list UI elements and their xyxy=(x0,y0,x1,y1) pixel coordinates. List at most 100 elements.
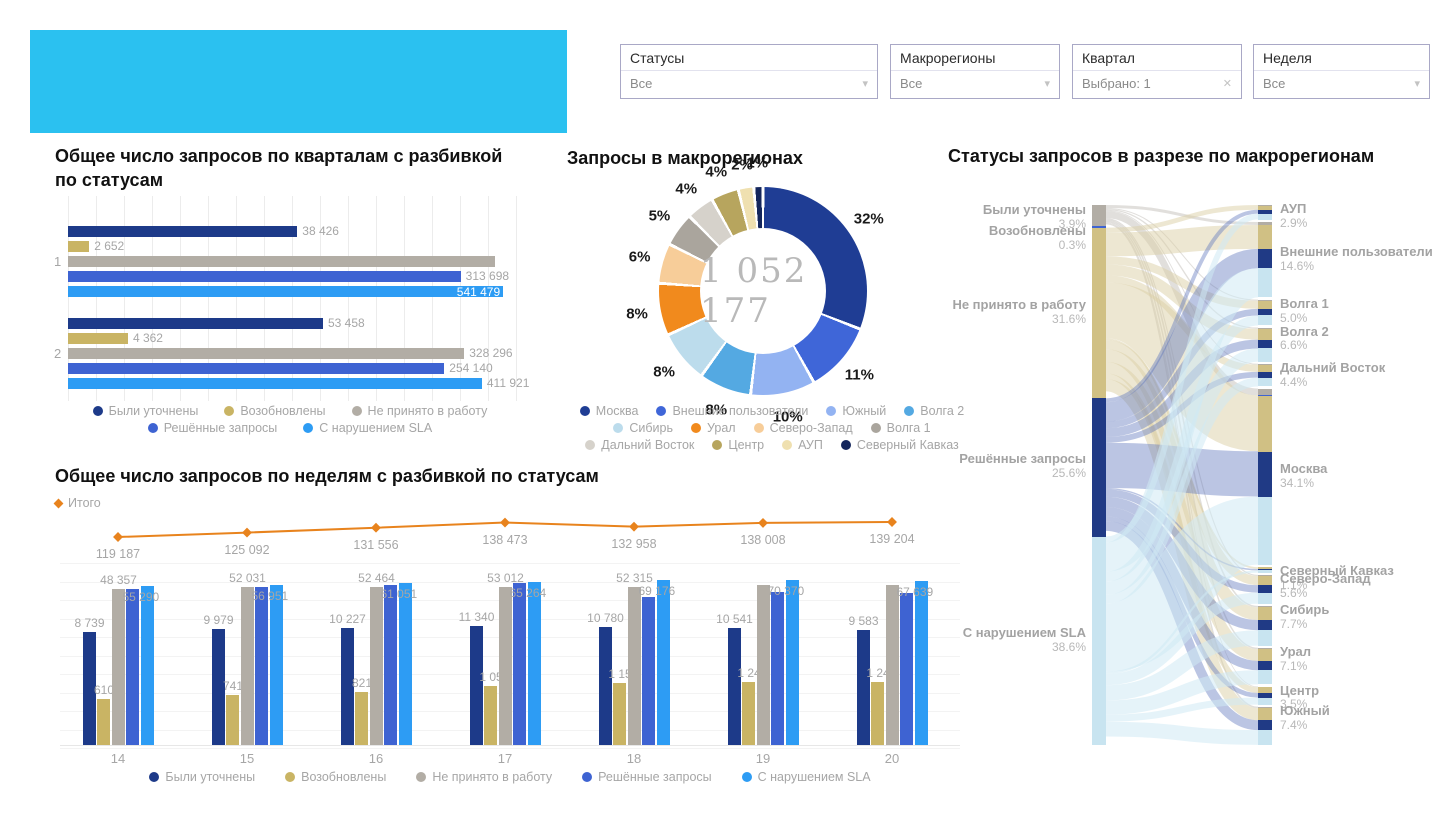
bar[interactable] xyxy=(111,589,125,745)
line-point[interactable] xyxy=(500,517,510,528)
sankey-link[interactable] xyxy=(1105,208,1259,329)
sankey-link[interactable] xyxy=(1105,248,1259,422)
line-point[interactable] xyxy=(887,517,897,527)
sankey-link[interactable] xyxy=(1105,721,1259,745)
sankey-link[interactable] xyxy=(1105,224,1259,257)
sankey-right-node[interactable] xyxy=(1258,327,1272,362)
line-point[interactable] xyxy=(371,522,381,533)
sankey-left-node[interactable] xyxy=(1092,536,1106,745)
legend-item[interactable]: Были уточнены xyxy=(92,404,198,418)
sankey-left-node[interactable] xyxy=(1092,398,1106,537)
bar[interactable] xyxy=(642,597,655,745)
sankey-link[interactable] xyxy=(1105,697,1259,722)
legend-item[interactable]: Сибирь xyxy=(613,421,673,435)
bar[interactable] xyxy=(914,580,928,745)
bar[interactable] xyxy=(856,630,870,745)
bar[interactable] xyxy=(68,256,495,267)
bar[interactable] xyxy=(240,587,254,745)
sankey-link[interactable] xyxy=(1105,630,1259,701)
sankey-right-node[interactable] xyxy=(1258,363,1272,387)
sankey-right-node[interactable] xyxy=(1258,686,1272,705)
bar[interactable] xyxy=(384,585,397,745)
legend-item[interactable]: Волга 2 xyxy=(904,404,964,418)
sankey-right-node[interactable] xyxy=(1258,222,1272,298)
line-point[interactable] xyxy=(758,517,768,528)
legend-item[interactable]: Дальний Восток xyxy=(585,438,694,452)
bar[interactable] xyxy=(369,587,383,745)
chevron-down-icon[interactable]: ▾ xyxy=(862,78,868,90)
bar[interactable] xyxy=(340,628,354,745)
bar[interactable] xyxy=(627,587,641,745)
sankey-right-node[interactable] xyxy=(1258,706,1272,745)
sankey-link[interactable] xyxy=(1105,377,1259,604)
legend-item[interactable]: Урал xyxy=(691,421,736,435)
legend-item[interactable]: Москва xyxy=(579,404,638,418)
sankey-link[interactable] xyxy=(1105,570,1259,674)
bar[interactable] xyxy=(355,691,368,745)
legend-item[interactable]: Возобновлены xyxy=(285,770,386,784)
filter-macroregions[interactable]: Макрорегионы Все ▾ xyxy=(890,44,1060,99)
bar[interactable] xyxy=(469,625,483,745)
sankey-link[interactable] xyxy=(1105,315,1259,582)
line-point[interactable] xyxy=(629,521,639,532)
sankey-left-node[interactable] xyxy=(1092,226,1106,229)
sankey-left-node[interactable] xyxy=(1092,205,1106,227)
line-point[interactable] xyxy=(242,527,252,538)
bar[interactable] xyxy=(513,583,526,745)
bar[interactable] xyxy=(742,681,755,745)
sankey-right-node[interactable] xyxy=(1258,647,1272,685)
bar[interactable] xyxy=(785,579,799,745)
bar[interactable] xyxy=(727,627,741,745)
bar[interactable] xyxy=(68,241,90,252)
sankey-link[interactable] xyxy=(1105,592,1259,686)
sankey-right-node[interactable] xyxy=(1258,605,1272,646)
bar[interactable] xyxy=(68,363,445,374)
legend-item[interactable]: Решённые запросы xyxy=(582,770,712,784)
bar[interactable] xyxy=(211,629,225,745)
sankey-link[interactable] xyxy=(1103,268,1261,572)
filter-week[interactable]: Неделя Все ▾ xyxy=(1253,44,1430,99)
bar[interactable] xyxy=(82,632,96,745)
bar[interactable] xyxy=(126,589,139,745)
filter-statuses[interactable]: Статусы Все ▾ xyxy=(620,44,878,99)
bar[interactable] xyxy=(68,226,298,237)
filter-quarter[interactable]: Квартал Выбрано: 1 ✕ xyxy=(1072,44,1242,99)
sankey-link[interactable] xyxy=(1105,210,1259,365)
chevron-down-icon[interactable]: ▾ xyxy=(1414,78,1420,90)
bar[interactable] xyxy=(900,593,913,745)
bar[interactable] xyxy=(484,685,497,745)
sankey-link[interactable] xyxy=(1105,209,1259,403)
bar[interactable] xyxy=(255,587,268,745)
sankey-right-node[interactable] xyxy=(1258,388,1272,566)
bar[interactable] xyxy=(756,585,770,745)
sankey-link[interactable] xyxy=(1105,205,1259,233)
legend-item[interactable]: Были уточнены xyxy=(149,770,255,784)
sankey-link[interactable] xyxy=(1105,670,1259,715)
sankey-link[interactable] xyxy=(1103,496,1261,672)
bar[interactable] xyxy=(527,581,541,745)
legend-item[interactable]: Не принято в работу xyxy=(351,404,487,418)
bar[interactable] xyxy=(68,271,461,282)
legend-item[interactable]: Южный xyxy=(826,404,886,418)
chevron-down-icon[interactable]: ▾ xyxy=(1044,78,1050,90)
bar[interactable] xyxy=(771,592,784,745)
legend-item[interactable]: Северный Кавказ xyxy=(840,438,959,452)
bar[interactable] xyxy=(498,586,512,745)
legend-item[interactable]: Северо-Запад xyxy=(753,421,853,435)
sankey-right-node[interactable] xyxy=(1258,567,1272,573)
legend-item[interactable]: С нарушением SLA xyxy=(741,770,871,784)
legend-item[interactable]: Решённые запросы xyxy=(147,421,277,435)
bar[interactable] xyxy=(885,585,899,745)
sankey-right-node[interactable] xyxy=(1258,299,1272,326)
bar[interactable] xyxy=(613,683,626,745)
bar[interactable] xyxy=(398,583,412,745)
bar[interactable] xyxy=(97,699,110,745)
bar[interactable] xyxy=(871,681,884,745)
bar[interactable] xyxy=(68,318,323,329)
legend-item[interactable]: Волга 1 xyxy=(870,421,931,435)
bar[interactable] xyxy=(598,627,612,745)
sankey-right-node[interactable] xyxy=(1258,574,1272,604)
bar[interactable] xyxy=(269,585,283,745)
sankey-link[interactable] xyxy=(1105,204,1259,225)
sankey-right-node[interactable] xyxy=(1258,205,1272,220)
